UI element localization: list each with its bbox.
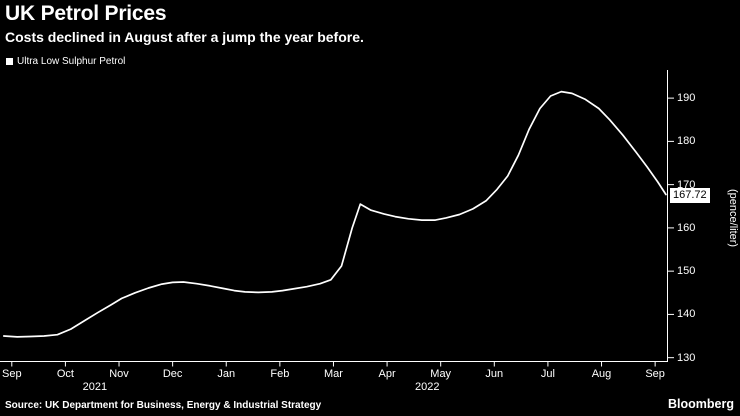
y-tick-label: 130 [677,351,696,364]
year-label: 2021 [82,381,108,393]
legend-square-marker-icon [6,58,13,65]
x-tick-label: Feb [270,368,290,380]
x-tick-label: Nov [109,368,129,380]
x-tick-label: Oct [56,368,74,380]
y-tick-label: 190 [677,92,696,105]
x-tick-label: Jul [540,368,555,380]
source-text: Source: UK Department for Business, Ener… [5,400,322,411]
y-tick-label: 140 [677,308,696,321]
x-tick-label: Jan [217,368,236,380]
price-line [2,90,667,338]
y-tick-label: 160 [677,221,696,234]
x-tick-label: Apr [378,368,396,380]
last-price-label: 167.72 [670,187,710,203]
x-tick-label: Dec [162,368,183,380]
x-tick-label: Jun [485,368,504,380]
y-tick-label: 180 [677,135,696,148]
x-tick-label: May [430,368,452,380]
x-tick-label: Sep [2,368,22,380]
x-tick-label: Mar [323,368,343,380]
chart-title: UK Petrol Prices [5,2,167,25]
x-tick-label: Aug [591,368,612,380]
price-line-chart [0,70,674,367]
bloomberg-logo: Bloomberg [668,397,734,411]
year-label: 2022 [415,381,440,393]
legend-label: Ultra Low Sulphur Petrol [17,56,126,67]
y-tick-label: 150 [677,265,696,278]
x-tick-label: Sep [645,368,665,380]
legend: Ultra Low Sulphur Petrol [6,56,125,67]
y-axis-title: (pence/liter) [727,188,739,248]
chart-subtitle: Costs declined in August after a jump th… [5,29,364,45]
